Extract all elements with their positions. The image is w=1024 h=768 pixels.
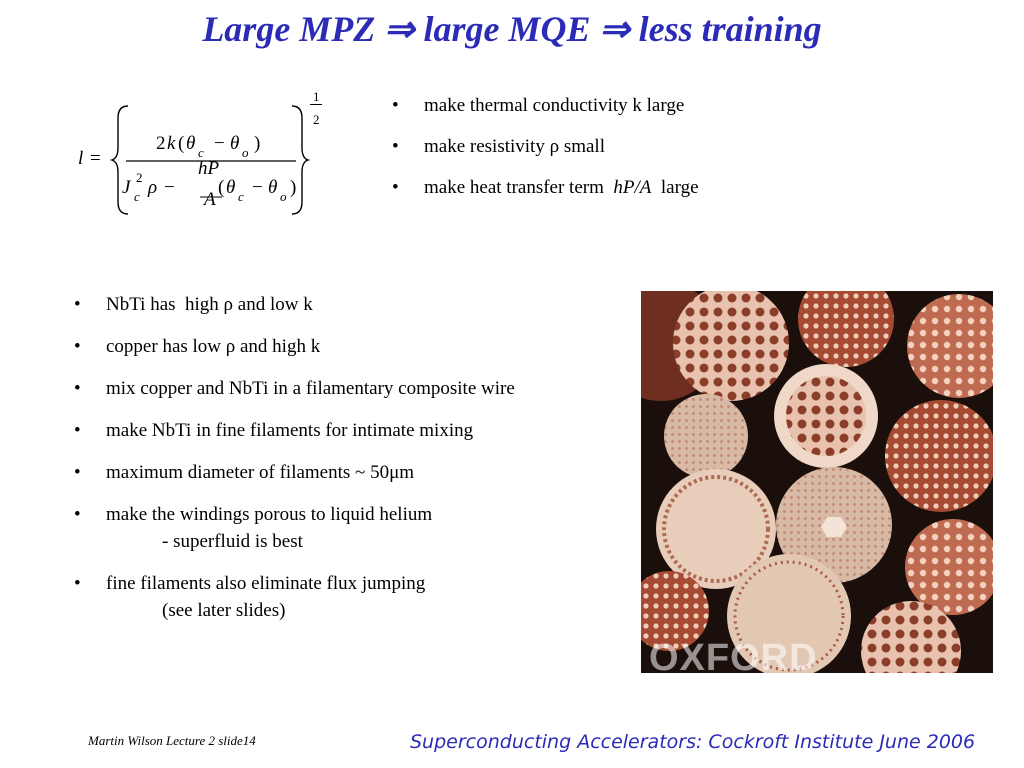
wire-cross-section-photo: OXFORD bbox=[641, 291, 993, 673]
bullet-marker: • bbox=[392, 177, 399, 198]
sub-c: c bbox=[238, 189, 244, 204]
list-item: • make NbTi in fine filaments for intimat… bbox=[70, 417, 590, 444]
num-coef: 2 bbox=[156, 133, 166, 154]
bullet-text-italic: hP/A bbox=[613, 177, 652, 198]
footer-course: Superconducting Accelerators: Cockroft I… bbox=[410, 731, 976, 753]
list-item: • mix copper and NbTi in a filamentary co… bbox=[70, 375, 556, 402]
J: J bbox=[122, 177, 131, 198]
list-item: • make the windings porous to liquid heli… bbox=[70, 501, 590, 555]
paren: ) bbox=[290, 177, 297, 198]
bullet-text: large bbox=[651, 177, 699, 198]
list-item: • fine filaments also eliminate flux jump… bbox=[70, 570, 590, 624]
list-item: • make heat transfer term hP/A large bbox=[388, 177, 699, 199]
braces bbox=[110, 105, 310, 215]
bullet-marker: • bbox=[74, 378, 81, 399]
bullet-marker: • bbox=[74, 294, 81, 315]
sup-2: 2 bbox=[136, 170, 143, 185]
bullet-text: mix copper and NbTi in a filamentary com… bbox=[106, 378, 515, 399]
bullet-marker: • bbox=[74, 462, 81, 483]
bullet-text: copper has low ρ and high k bbox=[106, 336, 321, 357]
theta: θ bbox=[226, 177, 236, 198]
sub-o: o bbox=[242, 145, 249, 160]
photo-watermark: OXFORD bbox=[649, 637, 818, 673]
slide-title: Large MPZ ⇒ large MQE ⇒ less training bbox=[202, 9, 822, 49]
bullet-text: make resistivity ρ small bbox=[424, 136, 605, 157]
filament-illustration bbox=[641, 291, 993, 673]
list-item: • copper has low ρ and high k bbox=[70, 333, 590, 360]
exponent-num: 1 bbox=[313, 89, 320, 104]
list-item: • maximum diameter of filaments ~ 50μm bbox=[70, 459, 590, 486]
bullet-text: maximum diameter of filaments ~ 50μm bbox=[106, 462, 415, 483]
paren: ( bbox=[218, 177, 225, 198]
list-item: • make thermal conductivity k large bbox=[388, 95, 699, 117]
theta: θ bbox=[186, 133, 196, 154]
bullet-text: fine filaments also eliminate flux jumpi… bbox=[106, 573, 426, 594]
eq-equals: = bbox=[90, 148, 101, 169]
bullet-marker: • bbox=[392, 95, 399, 116]
bullet-marker: • bbox=[74, 504, 81, 525]
A: A bbox=[204, 189, 216, 210]
minus: − bbox=[214, 133, 225, 154]
equation-block: l = 2 k ( θ c − θ o ) J 2 c ρ − hP A ( θ… bbox=[74, 88, 334, 223]
bullet-marker: • bbox=[74, 573, 81, 594]
rho: ρ bbox=[148, 177, 158, 198]
eq-lhs: l bbox=[78, 148, 84, 169]
bullet-text: make the windings porous to liquid heliu… bbox=[106, 504, 433, 525]
bullet-text: NbTi has high ρ and low k bbox=[106, 294, 313, 315]
paren: ) bbox=[254, 133, 261, 154]
theta: θ bbox=[230, 133, 240, 154]
sub-o: o bbox=[280, 189, 287, 204]
bullet-text: make heat transfer term bbox=[424, 177, 614, 198]
hP: hP bbox=[198, 158, 220, 179]
exponent-den: 2 bbox=[313, 112, 320, 127]
num-k: k bbox=[167, 133, 176, 154]
sub-c: c bbox=[134, 189, 140, 204]
bullet-subtext: (see later slides) bbox=[162, 600, 286, 621]
footer-author: Martin Wilson Lecture 2 slide14 bbox=[88, 733, 256, 748]
paren: ( bbox=[178, 133, 185, 154]
bullet-subtext: - superfluid is best bbox=[162, 531, 303, 552]
minus: − bbox=[164, 177, 175, 198]
bullet-marker: • bbox=[392, 136, 399, 157]
bullet-marker: • bbox=[74, 336, 81, 357]
list-item: • make resistivity ρ small bbox=[388, 136, 699, 158]
bullet-text: make NbTi in fine filaments for intimate… bbox=[106, 420, 474, 441]
bullet-marker: • bbox=[74, 420, 81, 441]
minus: − bbox=[252, 177, 263, 198]
left-bullet-list: • NbTi has high ρ and low k • copper has l… bbox=[70, 291, 590, 639]
sub-c: c bbox=[198, 145, 204, 160]
right-bullet-list: • make thermal conductivity k large • make… bbox=[388, 95, 699, 218]
bullet-text: make thermal conductivity k large bbox=[424, 95, 685, 116]
theta: θ bbox=[268, 177, 278, 198]
list-item: • NbTi has high ρ and low k bbox=[70, 291, 590, 318]
exponent-bar bbox=[310, 104, 322, 105]
